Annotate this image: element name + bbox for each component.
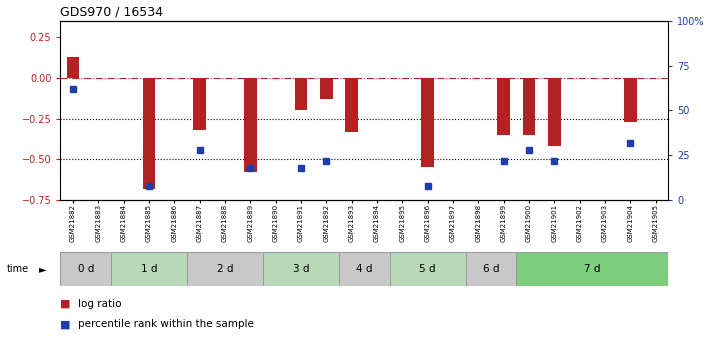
Bar (193, 78, 206, 130)
Bar (187, 252, 263, 286)
Bar (390, 252, 466, 286)
Bar (498, 78, 510, 135)
Bar (143, 78, 156, 189)
Text: 7 d: 7 d (584, 264, 601, 274)
Bar (624, 78, 636, 122)
Bar (548, 78, 561, 146)
Bar (466, 252, 516, 286)
Bar (346, 78, 358, 131)
Bar (320, 78, 333, 99)
Bar (422, 78, 434, 167)
Bar (295, 78, 307, 110)
Bar (516, 252, 668, 286)
Bar (111, 252, 187, 286)
Text: 2 d: 2 d (217, 264, 233, 274)
Bar (244, 78, 257, 172)
Text: 5 d: 5 d (419, 264, 436, 274)
Bar (339, 252, 390, 286)
Text: 3 d: 3 d (293, 264, 309, 274)
Text: 1 d: 1 d (141, 264, 157, 274)
Text: ■: ■ (60, 319, 71, 329)
Text: 0 d: 0 d (77, 264, 94, 274)
Text: 4 d: 4 d (356, 264, 373, 274)
Text: GDS970 / 16534: GDS970 / 16534 (60, 5, 164, 18)
Text: ■: ■ (60, 299, 71, 308)
Text: 6 d: 6 d (483, 264, 499, 274)
Bar (60, 252, 111, 286)
Bar (67, 57, 80, 78)
Text: percentile rank within the sample: percentile rank within the sample (78, 319, 254, 329)
Text: log ratio: log ratio (78, 299, 122, 308)
Text: time: time (7, 264, 29, 274)
Text: ►: ► (39, 264, 47, 274)
Bar (263, 252, 339, 286)
Bar (523, 78, 535, 135)
